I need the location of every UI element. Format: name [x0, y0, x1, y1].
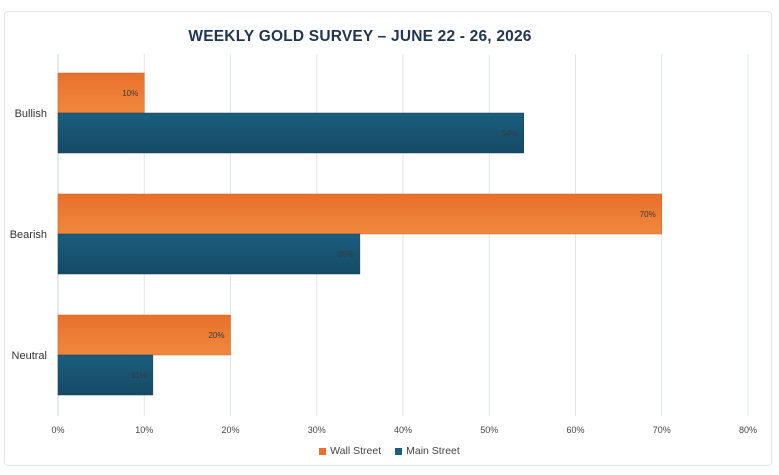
chart-title: WEEKLY GOLD SURVEY – JUNE 22 - 26, 2026 — [188, 28, 532, 45]
x-tick-label: 20% — [221, 425, 239, 435]
bar-wall-street-bearish — [57, 193, 662, 235]
legend-label-wall-street: Wall Street — [330, 445, 382, 457]
data-label: 20% — [208, 331, 224, 340]
x-tick-label: 10% — [135, 425, 153, 435]
bar-wall-street-bullish — [57, 72, 145, 114]
x-tick-label: 80% — [739, 425, 757, 435]
legend-swatch-wall-street — [319, 447, 327, 455]
x-tick-label: 50% — [480, 425, 498, 435]
bar-main-street-bullish — [57, 112, 524, 154]
x-tick-label: 0% — [51, 425, 64, 435]
legend-label-main-street: Main Street — [406, 445, 460, 457]
legend-item-main-street: Main Street — [395, 445, 460, 457]
x-tick-label: 70% — [653, 425, 671, 435]
category-label: Bullish — [15, 108, 47, 120]
bar-main-street-bearish — [57, 233, 361, 275]
data-label: 10% — [122, 89, 138, 98]
x-tick-label: 30% — [308, 425, 326, 435]
data-label: 54% — [502, 129, 518, 138]
category-label: Neutral — [12, 350, 47, 362]
chart-legend: Wall Street Main Street — [0, 445, 779, 457]
category-label: Bearish — [10, 229, 47, 241]
bar-wall-street-neutral — [57, 314, 231, 356]
x-tick-label: 40% — [394, 425, 412, 435]
data-label: 11% — [131, 371, 146, 380]
data-label: 70% — [640, 210, 656, 219]
x-tick-label: 60% — [566, 425, 584, 435]
legend-swatch-main-street — [395, 447, 403, 455]
data-label: 35% — [338, 250, 354, 259]
legend-item-wall-street: Wall Street — [319, 445, 381, 457]
bar-main-street-neutral — [57, 354, 154, 396]
